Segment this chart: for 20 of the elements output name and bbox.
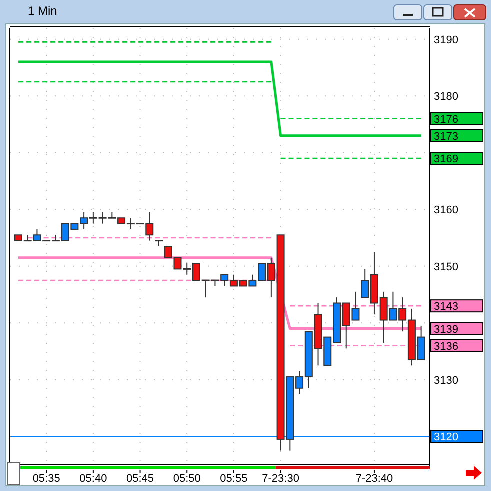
data-label: 3136 [434, 340, 458, 353]
chart-title: 1 Min [28, 4, 58, 18]
x-tick-label: 05:40 [80, 473, 108, 485]
y-tick-label: 3160 [434, 204, 458, 217]
x-tick-label: 7-23:40 [356, 473, 394, 485]
y-tick-label: 3150 [434, 261, 458, 274]
data-label: 3143 [434, 301, 458, 314]
data-label: 3176 [434, 114, 458, 126]
data-label: 3139 [434, 324, 458, 336]
y-tick-label: 3130 [434, 374, 458, 387]
x-tick-label: 7-23:30 [262, 473, 300, 485]
data-label: 3173 [434, 130, 458, 143]
x-tick-label: 05:35 [32, 473, 60, 485]
x-tick-label: 05:50 [173, 473, 201, 485]
data-label: 3169 [434, 154, 458, 166]
ref-line-label: 3120 [434, 432, 458, 444]
x-tick-label: 05:45 [126, 473, 154, 485]
y-tick-label: 3190 [434, 34, 458, 46]
x-tick-label: 05:55 [220, 473, 248, 485]
y-tick-label: 3180 [434, 91, 458, 104]
